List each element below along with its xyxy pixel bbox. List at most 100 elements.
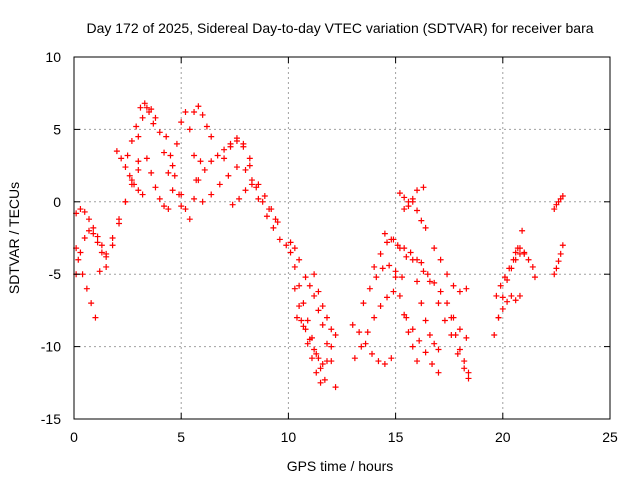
data-point xyxy=(435,369,442,376)
data-point xyxy=(90,230,97,237)
chart-title: Day 172 of 2025, Sidereal Day-to-day VTE… xyxy=(86,20,593,36)
data-point xyxy=(521,250,528,257)
data-point xyxy=(366,285,373,292)
data-point xyxy=(233,135,240,142)
data-point xyxy=(555,258,562,265)
data-point xyxy=(291,263,298,270)
data-point xyxy=(375,358,382,365)
data-point xyxy=(128,177,135,184)
data-point xyxy=(103,263,110,270)
data-point xyxy=(418,259,425,266)
data-point xyxy=(139,114,146,121)
data-point xyxy=(422,224,429,231)
data-point xyxy=(287,239,294,246)
data-point xyxy=(431,245,438,252)
data-point xyxy=(516,292,523,299)
data-point xyxy=(182,206,189,213)
data-point xyxy=(169,187,176,194)
series-arc-09 xyxy=(143,155,172,213)
data-point xyxy=(369,350,376,357)
x-tick-label: 5 xyxy=(177,429,185,445)
data-point xyxy=(197,158,204,165)
data-point xyxy=(255,195,262,202)
data-point xyxy=(456,326,463,333)
data-point xyxy=(86,216,93,223)
data-point xyxy=(173,140,180,147)
data-point xyxy=(135,166,142,173)
data-point xyxy=(414,187,421,194)
data-point xyxy=(405,329,412,336)
data-point xyxy=(512,297,519,304)
data-point xyxy=(456,346,463,353)
y-tick-label: 10 xyxy=(45,49,61,65)
data-point xyxy=(242,166,249,173)
series-arc-18 xyxy=(263,213,303,263)
data-point xyxy=(225,172,232,179)
series-arc-08 xyxy=(135,104,176,194)
data-point xyxy=(131,181,138,188)
data-point xyxy=(441,317,448,324)
series-arc-13 xyxy=(191,103,215,140)
data-point xyxy=(242,187,249,194)
data-point xyxy=(426,332,433,339)
data-point xyxy=(296,256,303,263)
series-arc-43 xyxy=(551,193,566,213)
data-point xyxy=(463,334,470,341)
data-point xyxy=(388,236,395,243)
data-point xyxy=(332,332,339,339)
data-point xyxy=(313,369,320,376)
data-point xyxy=(79,271,86,278)
series-arc-20 xyxy=(291,285,324,386)
data-point xyxy=(163,133,170,140)
data-point xyxy=(248,177,255,184)
data-point xyxy=(508,292,515,299)
data-point xyxy=(143,155,150,162)
data-point xyxy=(113,148,120,155)
data-point xyxy=(403,253,410,260)
data-point xyxy=(409,198,416,205)
data-point xyxy=(493,292,500,299)
data-point xyxy=(135,187,142,194)
data-point xyxy=(182,109,189,116)
data-point xyxy=(139,191,146,198)
data-point xyxy=(422,317,429,324)
y-tick-labels: -15 -10 -5 0 5 10 xyxy=(41,49,61,427)
data-point xyxy=(124,152,131,159)
data-point xyxy=(165,169,172,176)
data-point xyxy=(499,294,506,301)
y-tick-label: -5 xyxy=(49,266,62,282)
y-tick-label: -15 xyxy=(41,411,61,427)
axis-ticks xyxy=(73,56,611,420)
data-point xyxy=(315,307,322,314)
data-point xyxy=(296,303,303,310)
data-point xyxy=(96,268,103,275)
data-point xyxy=(553,265,560,272)
data-point xyxy=(386,262,393,269)
data-point xyxy=(403,314,410,321)
data-point xyxy=(141,100,148,107)
data-point xyxy=(81,208,88,215)
series-arc-22 xyxy=(302,274,339,391)
data-point xyxy=(557,250,564,257)
data-point xyxy=(263,213,270,220)
data-point xyxy=(195,103,202,110)
data-point xyxy=(360,300,367,307)
data-points xyxy=(73,100,566,391)
data-point xyxy=(128,137,135,144)
data-point xyxy=(148,169,155,176)
data-point xyxy=(454,350,461,357)
data-point xyxy=(161,149,168,156)
data-point xyxy=(351,355,358,362)
data-point xyxy=(437,256,444,263)
series-arc-31 xyxy=(401,198,429,231)
data-point xyxy=(178,191,185,198)
data-point xyxy=(199,198,206,205)
data-point xyxy=(268,206,275,213)
data-point xyxy=(208,158,215,165)
data-point xyxy=(311,292,318,299)
data-point xyxy=(506,265,513,272)
data-point xyxy=(191,195,198,202)
data-point xyxy=(465,375,472,382)
data-point xyxy=(409,343,416,350)
